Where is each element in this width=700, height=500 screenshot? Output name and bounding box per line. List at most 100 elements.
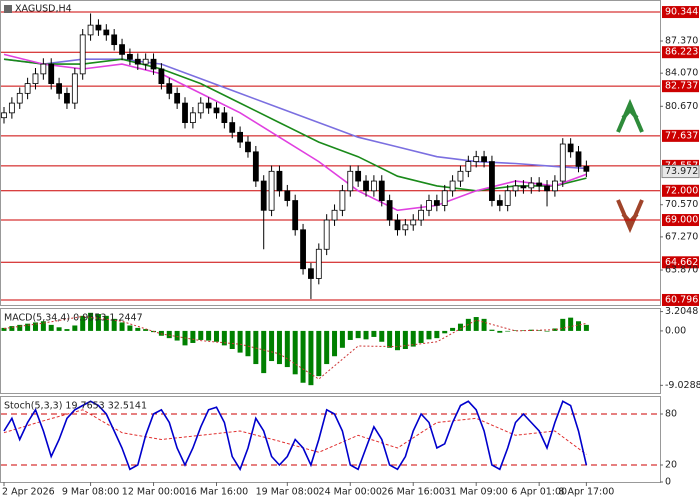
candle-body xyxy=(559,143,566,182)
bar xyxy=(253,330,259,365)
level-label: 72.000 xyxy=(665,185,698,196)
candle-body xyxy=(489,161,495,201)
x-tick-label: 2 Apr 2026 xyxy=(2,487,55,498)
bar xyxy=(520,330,526,331)
bar xyxy=(544,330,550,332)
bar xyxy=(402,330,408,349)
candle-body xyxy=(512,185,519,192)
macd-panel xyxy=(0,308,661,394)
candle-body xyxy=(315,248,322,279)
candle-body xyxy=(370,180,377,192)
bar xyxy=(103,315,109,331)
bar xyxy=(473,317,479,331)
bar xyxy=(410,330,416,347)
candle-body xyxy=(300,229,306,270)
candle-body xyxy=(323,219,330,250)
candle-body xyxy=(449,180,456,192)
bar xyxy=(442,330,448,334)
candle-body xyxy=(378,180,385,201)
candle-body xyxy=(119,44,125,55)
candle-body xyxy=(528,182,535,189)
bar xyxy=(229,330,235,349)
bar xyxy=(308,330,314,386)
bar xyxy=(40,321,46,331)
candle-body xyxy=(363,180,369,192)
level-label: 90.344 xyxy=(665,7,698,18)
bar xyxy=(261,330,267,374)
up-arrow xyxy=(616,98,644,133)
candle-body xyxy=(32,73,39,85)
bar xyxy=(72,325,78,331)
bar xyxy=(560,318,566,331)
bar xyxy=(339,330,345,348)
bar xyxy=(418,330,424,343)
bar xyxy=(395,330,400,351)
bar xyxy=(363,330,369,340)
bar xyxy=(158,330,164,336)
x-tick-label: 12 Mar 00:00 xyxy=(122,487,185,498)
bar xyxy=(276,330,282,365)
candle-body xyxy=(103,29,110,36)
bar xyxy=(552,328,558,331)
y-tick-label: 87.370 xyxy=(665,36,698,47)
bar xyxy=(221,330,227,346)
level-label-box xyxy=(662,184,699,197)
bar xyxy=(143,329,149,331)
level-label-box xyxy=(662,214,699,227)
last-price-label: 73.972 xyxy=(665,166,698,177)
candle-body xyxy=(252,151,259,182)
candle-body xyxy=(457,170,464,182)
bar xyxy=(198,330,204,340)
bar xyxy=(347,330,353,340)
bar xyxy=(269,330,275,362)
candle-body xyxy=(268,170,275,211)
candle-body xyxy=(95,24,102,31)
bar xyxy=(497,330,503,333)
level-label-box xyxy=(662,129,699,142)
candle-body xyxy=(292,200,299,231)
candle-body xyxy=(64,92,70,104)
bar xyxy=(284,330,290,368)
x-tick-label: 26 Mar 16:00 xyxy=(382,487,445,498)
bar xyxy=(127,325,133,331)
line xyxy=(3,58,587,170)
y-tick-label: 80.670 xyxy=(665,101,698,112)
candle-body xyxy=(552,180,558,192)
level-label: 86.223 xyxy=(665,47,698,58)
candle-body xyxy=(8,102,15,114)
candle-body xyxy=(1,112,7,119)
bar xyxy=(513,330,519,331)
level-label: 64.662 xyxy=(665,257,698,268)
bar xyxy=(245,330,251,357)
bar xyxy=(434,330,440,339)
bar xyxy=(48,324,54,331)
level-label: 77.637 xyxy=(665,130,698,141)
bar xyxy=(17,324,23,331)
candle-body xyxy=(127,53,133,60)
candle-body xyxy=(394,219,401,231)
bar xyxy=(300,330,306,383)
bar xyxy=(371,330,377,337)
bar xyxy=(237,330,243,353)
bar xyxy=(379,330,385,342)
x-tick-label: 24 Mar 00:00 xyxy=(319,487,382,498)
line xyxy=(3,58,587,192)
candle-body xyxy=(496,200,503,206)
bar xyxy=(9,326,15,331)
line xyxy=(3,53,587,212)
candle-body xyxy=(40,63,47,75)
bar xyxy=(88,312,94,331)
stoch-panel xyxy=(0,396,661,483)
candle-body xyxy=(205,102,212,109)
bar xyxy=(190,330,196,343)
bar xyxy=(316,330,322,377)
candle-body xyxy=(87,24,94,36)
bar xyxy=(568,317,574,331)
bar xyxy=(505,330,511,332)
candle-body xyxy=(111,34,118,46)
bar xyxy=(32,322,38,331)
candle-body xyxy=(189,112,196,123)
candle-body xyxy=(158,68,165,85)
candle-body xyxy=(402,224,409,231)
